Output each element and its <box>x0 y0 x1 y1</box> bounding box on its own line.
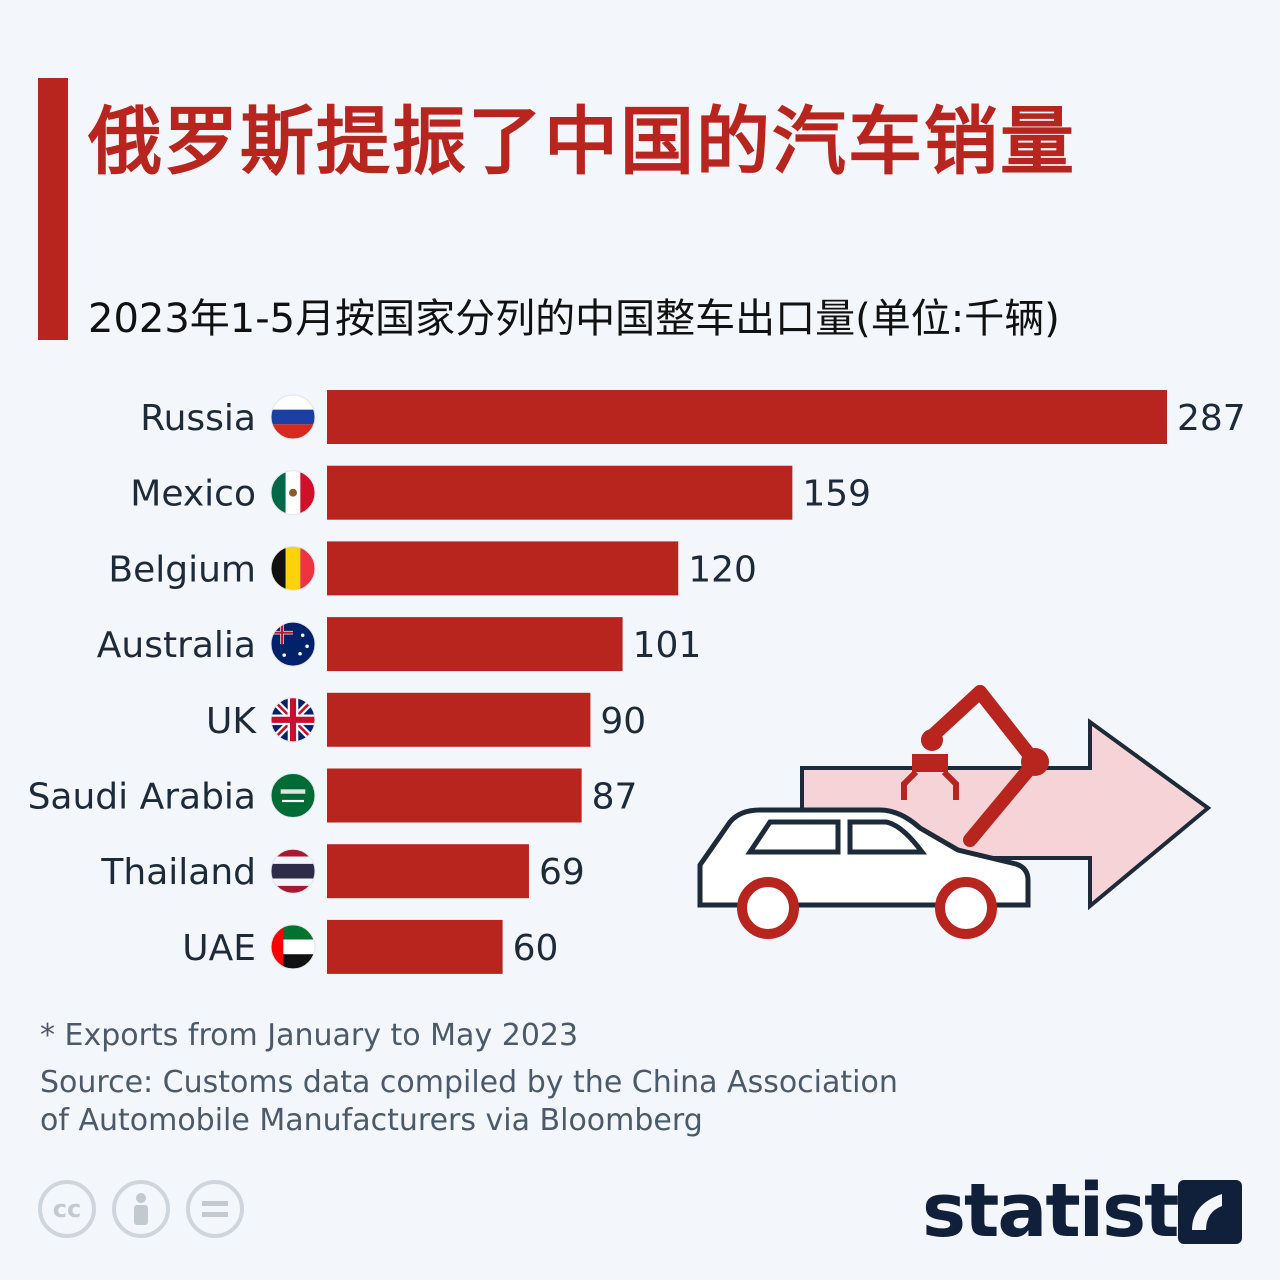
value-label: 120 <box>688 549 757 590</box>
value-label: 101 <box>633 625 702 666</box>
car-wheel <box>737 877 799 939</box>
chart-subtitle: 2023年1-5月按国家分列的中国整车出口量(单位:千辆) <box>88 296 1060 342</box>
car-window <box>745 819 841 855</box>
category-label: Australia <box>97 625 256 666</box>
bar <box>327 768 582 823</box>
value-label: 60 <box>513 928 559 969</box>
attribution-icon[interactable] <box>112 1180 170 1238</box>
uk-flag-icon <box>270 697 316 743</box>
bar <box>327 465 793 520</box>
source-line: of Automobile Manufacturers via Bloomber… <box>40 1103 703 1138</box>
robot-joint <box>1021 748 1049 776</box>
category-label: Russia <box>140 398 256 439</box>
robot-gripper <box>901 769 959 800</box>
australia-flag-icon <box>270 621 316 667</box>
belgium-flag-icon <box>270 545 316 591</box>
bar <box>327 617 623 672</box>
car-wheel <box>935 877 997 939</box>
value-label: 87 <box>592 777 638 818</box>
thailand-flag-icon <box>270 848 316 894</box>
car-window <box>847 819 927 855</box>
footnote: * Exports from January to May 2023 <box>40 1018 579 1053</box>
category-label: UAE <box>182 928 256 969</box>
source-note: Source: Customs data compiled by the Chi… <box>40 1064 898 1140</box>
car-export-illustration <box>697 685 1212 939</box>
value-label: 287 <box>1177 398 1246 439</box>
uae-flag-icon <box>270 924 316 970</box>
category-label: UK <box>206 701 257 742</box>
value-label: 69 <box>539 852 585 893</box>
cc-icon[interactable]: cc <box>38 1180 96 1238</box>
category-label: Thailand <box>100 852 256 893</box>
category-label: Mexico <box>130 474 256 515</box>
accent-bar <box>38 78 68 340</box>
no-derivatives-icon[interactable] <box>186 1180 244 1238</box>
category-label: Saudi Arabia <box>28 777 256 818</box>
bar <box>327 390 1167 444</box>
bar <box>327 919 503 974</box>
statista-logo[interactable]: statista <box>922 1168 1227 1254</box>
value-label: 90 <box>600 701 646 742</box>
value-label: 159 <box>802 474 871 515</box>
bar <box>327 692 591 747</box>
saudi-arabia-flag-icon <box>270 773 316 818</box>
mexico-flag-icon <box>270 470 316 516</box>
bar-chart: Russia 287 Mexico 159 Belgium 120 Australia 101… <box>28 390 1246 974</box>
statista-logo-mark-icon <box>1178 1180 1242 1244</box>
russia-flag-icon <box>270 394 316 440</box>
page-title: 俄罗斯提振了中国的汽车销量 <box>88 99 1076 185</box>
license-icons: cc <box>38 1180 244 1238</box>
bar <box>327 541 679 596</box>
bar <box>327 844 529 899</box>
source-line: Source: Customs data compiled by the Chi… <box>40 1065 898 1100</box>
robot-gripper <box>912 754 948 772</box>
robot-joint <box>921 729 943 751</box>
category-label: Belgium <box>108 549 256 590</box>
